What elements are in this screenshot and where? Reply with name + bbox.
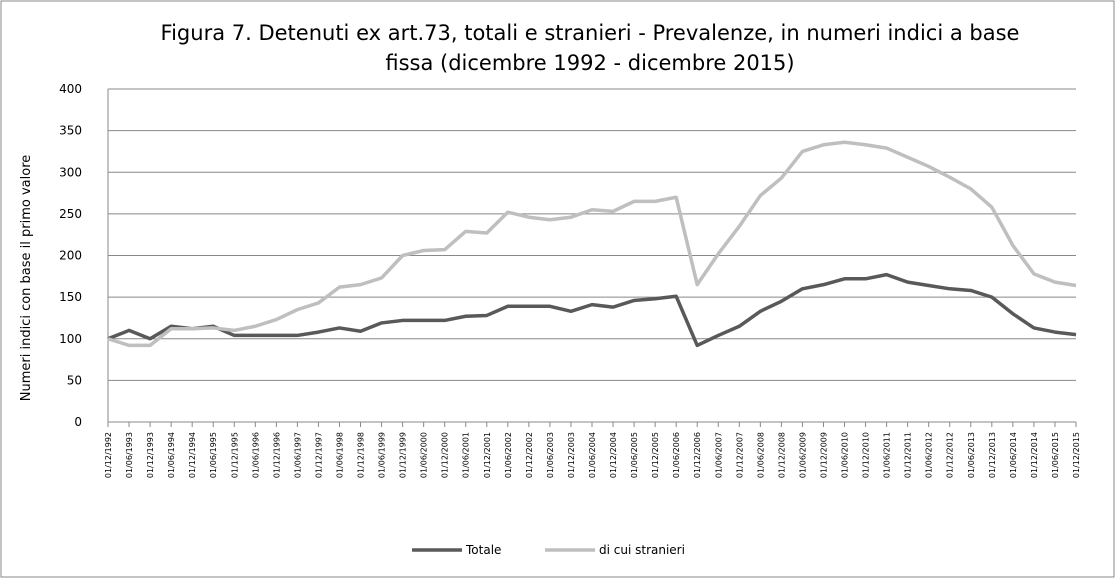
chart-title: Figura 7. Detenuti ex art.73, totali e s… (160, 21, 1020, 75)
x-tick-label: 01/06/2004 (588, 432, 597, 478)
x-tick-label: 01/06/1996 (251, 432, 260, 478)
x-tick-label: 01/12/1997 (314, 432, 323, 478)
legend-label: di cui stranieri (599, 543, 685, 557)
y-tick-label: 150 (59, 290, 82, 304)
x-tick-label: 01/12/2008 (777, 432, 786, 478)
y-tick-label: 0 (74, 415, 82, 429)
x-tick-label: 01/12/1995 (230, 432, 239, 478)
x-tick-label: 01/06/2007 (714, 432, 723, 478)
x-tick-label: 01/12/2004 (609, 432, 618, 478)
x-tick-label: 01/06/2015 (1051, 432, 1060, 478)
x-tick-label: 01/12/2013 (988, 432, 997, 478)
x-tick-label: 01/12/1998 (357, 432, 366, 478)
x-tick-label: 01/06/2006 (672, 432, 681, 478)
y-tick-label: 300 (59, 165, 82, 179)
legend-label: Totale (465, 543, 501, 557)
x-tick-label: 01/12/2014 (1030, 432, 1039, 478)
y-tick-label: 100 (59, 332, 82, 346)
y-tick-label: 400 (59, 82, 82, 96)
x-tick-label: 01/06/1998 (335, 432, 344, 478)
x-tick-label: 01/12/2003 (567, 432, 576, 478)
x-tick-label: 01/12/1992 (104, 432, 113, 478)
x-tick-label: 01/06/1994 (167, 432, 176, 478)
series-line (107, 140, 1077, 348)
x-tick-label: 01/06/2002 (504, 432, 513, 478)
x-tick-label: 01/06/2014 (1009, 432, 1018, 478)
x-tick-label: 01/06/1999 (378, 432, 387, 478)
x-tick-label: 01/12/2010 (862, 432, 871, 478)
x-tick-label: 01/12/2001 (483, 432, 492, 478)
y-tick-label: 200 (59, 249, 82, 263)
x-tick-label: 01/12/2006 (693, 432, 702, 478)
x-tick-label: 01/12/2005 (651, 432, 660, 478)
x-tick-label: 01/06/2009 (798, 432, 807, 478)
x-tick-label: 01/12/1994 (188, 432, 197, 478)
x-tick-label: 01/12/1999 (399, 432, 408, 478)
y-tick-label: 350 (59, 124, 82, 138)
x-tick-label: 01/06/2001 (462, 432, 471, 478)
x-tick-label: 01/06/2011 (883, 432, 892, 478)
y-axis-label: Numeri indici con base il primo valore (19, 155, 34, 402)
y-tick-label: 250 (59, 207, 82, 221)
x-tick-label: 01/12/2012 (946, 432, 955, 478)
x-tick-label: 01/06/2013 (967, 432, 976, 478)
x-tick-label: 01/06/2000 (420, 432, 429, 478)
x-tick-label: 01/12/2007 (735, 432, 744, 478)
x-tick-label: 01/06/2008 (756, 432, 765, 478)
y-tick-label: 50 (67, 373, 82, 387)
x-tick-label: 01/12/2015 (1072, 432, 1081, 478)
x-tick-label: 01/06/2012 (925, 432, 934, 478)
x-tick-label: 01/12/2009 (819, 432, 828, 478)
x-tick-label: 01/06/2005 (630, 432, 639, 478)
x-tick-label: 01/06/2010 (841, 432, 850, 478)
x-tick-label: 01/12/2000 (441, 432, 450, 478)
x-tick-label: 01/06/2003 (546, 432, 555, 478)
x-tick-label: 01/12/1993 (146, 432, 155, 478)
x-tick-label: 01/12/2002 (525, 432, 534, 478)
x-tick-label: 01/12/1996 (272, 432, 281, 478)
x-tick-label: 01/06/1997 (293, 432, 302, 478)
x-tick-label: 01/12/2011 (904, 432, 913, 478)
x-tick-label: 01/06/1995 (209, 432, 218, 478)
x-tick-label: 01/06/1993 (125, 432, 134, 478)
series-line (107, 272, 1077, 348)
